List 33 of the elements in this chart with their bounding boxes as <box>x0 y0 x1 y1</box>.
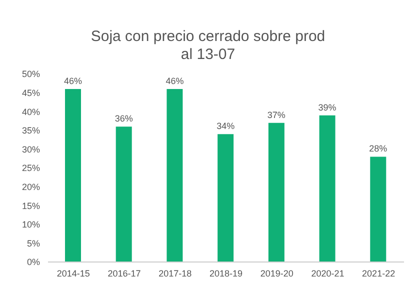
y-tick-label: 10% <box>22 220 40 230</box>
x-tick-label: 2020-21 <box>311 268 344 278</box>
data-label: 34% <box>216 121 235 132</box>
x-tick-label: 2014-15 <box>56 268 90 278</box>
y-tick-label: 40% <box>22 106 40 117</box>
bar <box>65 89 81 262</box>
data-label: 28% <box>369 144 388 154</box>
y-tick-label: 0% <box>26 257 40 268</box>
data-label: 39% <box>318 102 336 112</box>
data-label: 37% <box>267 110 286 120</box>
bar <box>166 89 183 262</box>
data-label: 46% <box>166 76 184 86</box>
y-tick-label: 45% <box>22 88 40 98</box>
x-tick-label: 2018-19 <box>209 268 243 278</box>
x-tick-label: 2019-20 <box>260 268 294 278</box>
y-tick-label: 35% <box>22 126 40 136</box>
x-tick-label: 2017-18 <box>158 268 192 278</box>
bar <box>218 134 234 262</box>
chart-title: Soja con precio cerrado sobre prod al 13-07 <box>90 28 326 64</box>
y-tick-label: 5% <box>26 238 40 248</box>
bar <box>370 156 386 262</box>
bar <box>319 115 336 262</box>
bar <box>116 126 132 262</box>
y-tick-label: 30% <box>22 144 40 154</box>
data-label: 36% <box>114 114 133 124</box>
bar <box>268 122 284 262</box>
x-tick-label: 2021-22 <box>362 268 396 278</box>
y-tick-label: 20% <box>22 182 40 192</box>
y-tick-label: 50% <box>22 69 40 80</box>
x-tick-label: 2016-17 <box>108 268 141 278</box>
y-tick-label: 15% <box>22 200 40 211</box>
y-tick-label: 25% <box>22 163 40 174</box>
data-label: 46% <box>64 76 82 86</box>
